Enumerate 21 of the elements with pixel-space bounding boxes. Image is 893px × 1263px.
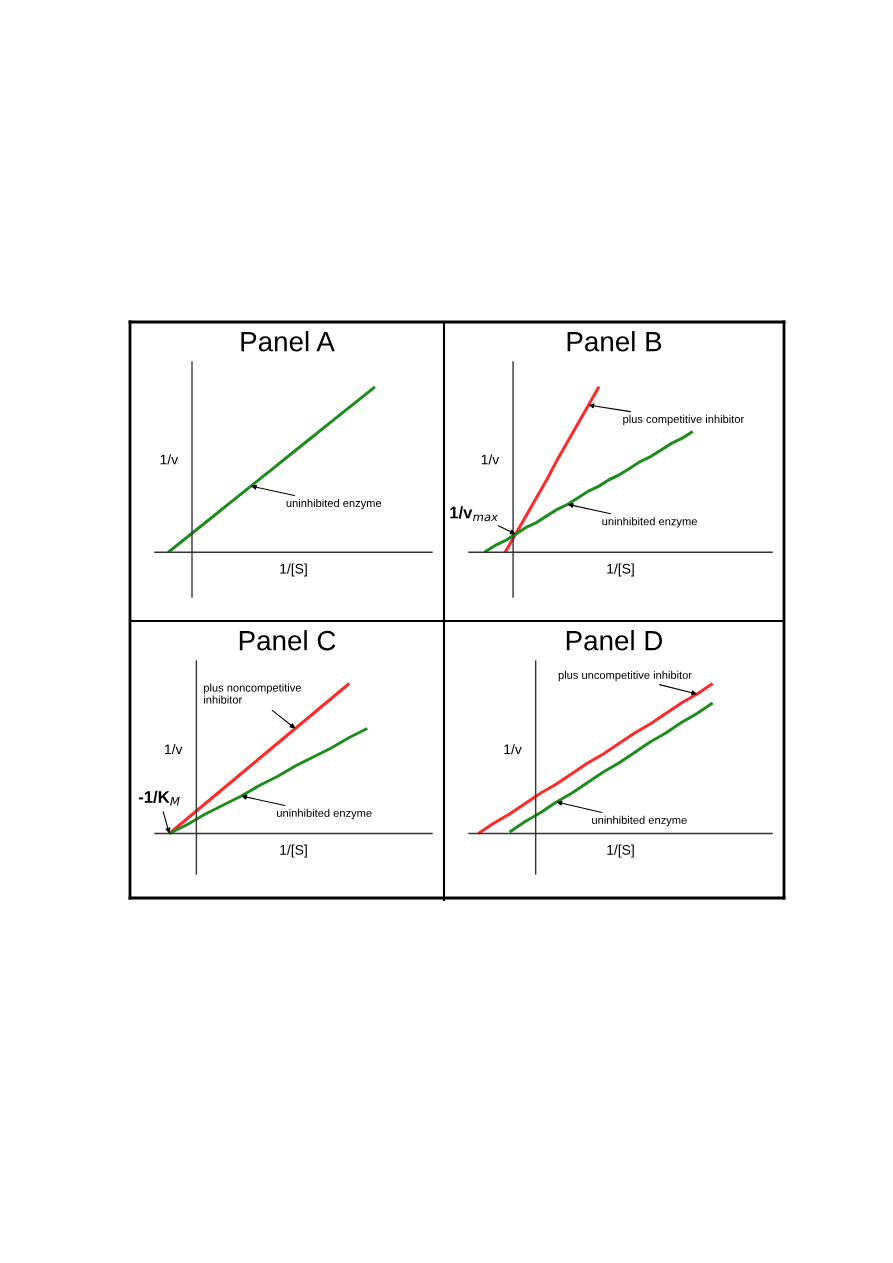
annotation: -1/K$_{M}$: [138, 790, 180, 806]
chart-title: Panel B: [567, 331, 662, 352]
chart-title: Panel A: [241, 331, 335, 352]
annotation: uninhibited enzyme: [602, 517, 697, 528]
annotation: plus noncompetitive inhibitor: [204, 683, 302, 704]
chart-title: Panel C: [239, 630, 336, 651]
x-axis-title: 1/[S]: [280, 844, 307, 858]
annotation: uninhibited enzyme: [277, 808, 372, 820]
y-axis-title: 1/v: [481, 454, 500, 465]
x-axis-title: 1/[S]: [607, 844, 634, 858]
y-axis-title: 1/v: [165, 743, 183, 755]
y-axis-title: 1/v: [160, 454, 179, 465]
chart-title: Panel D: [566, 630, 663, 651]
y-axis-title: 1/v: [504, 743, 522, 755]
annotation: uninhibited enzyme: [592, 815, 687, 827]
x-axis-title: 1/[S]: [607, 563, 634, 577]
annotation: plus competitive inhibitor: [623, 414, 745, 426]
annotation: uninhibited enzyme: [286, 498, 382, 510]
text: plus uncompetitive inhibitor: [558, 670, 692, 682]
x-axis-title: 1/[S]: [280, 563, 307, 577]
annotation: 1/v$_{max}$: [450, 506, 499, 522]
